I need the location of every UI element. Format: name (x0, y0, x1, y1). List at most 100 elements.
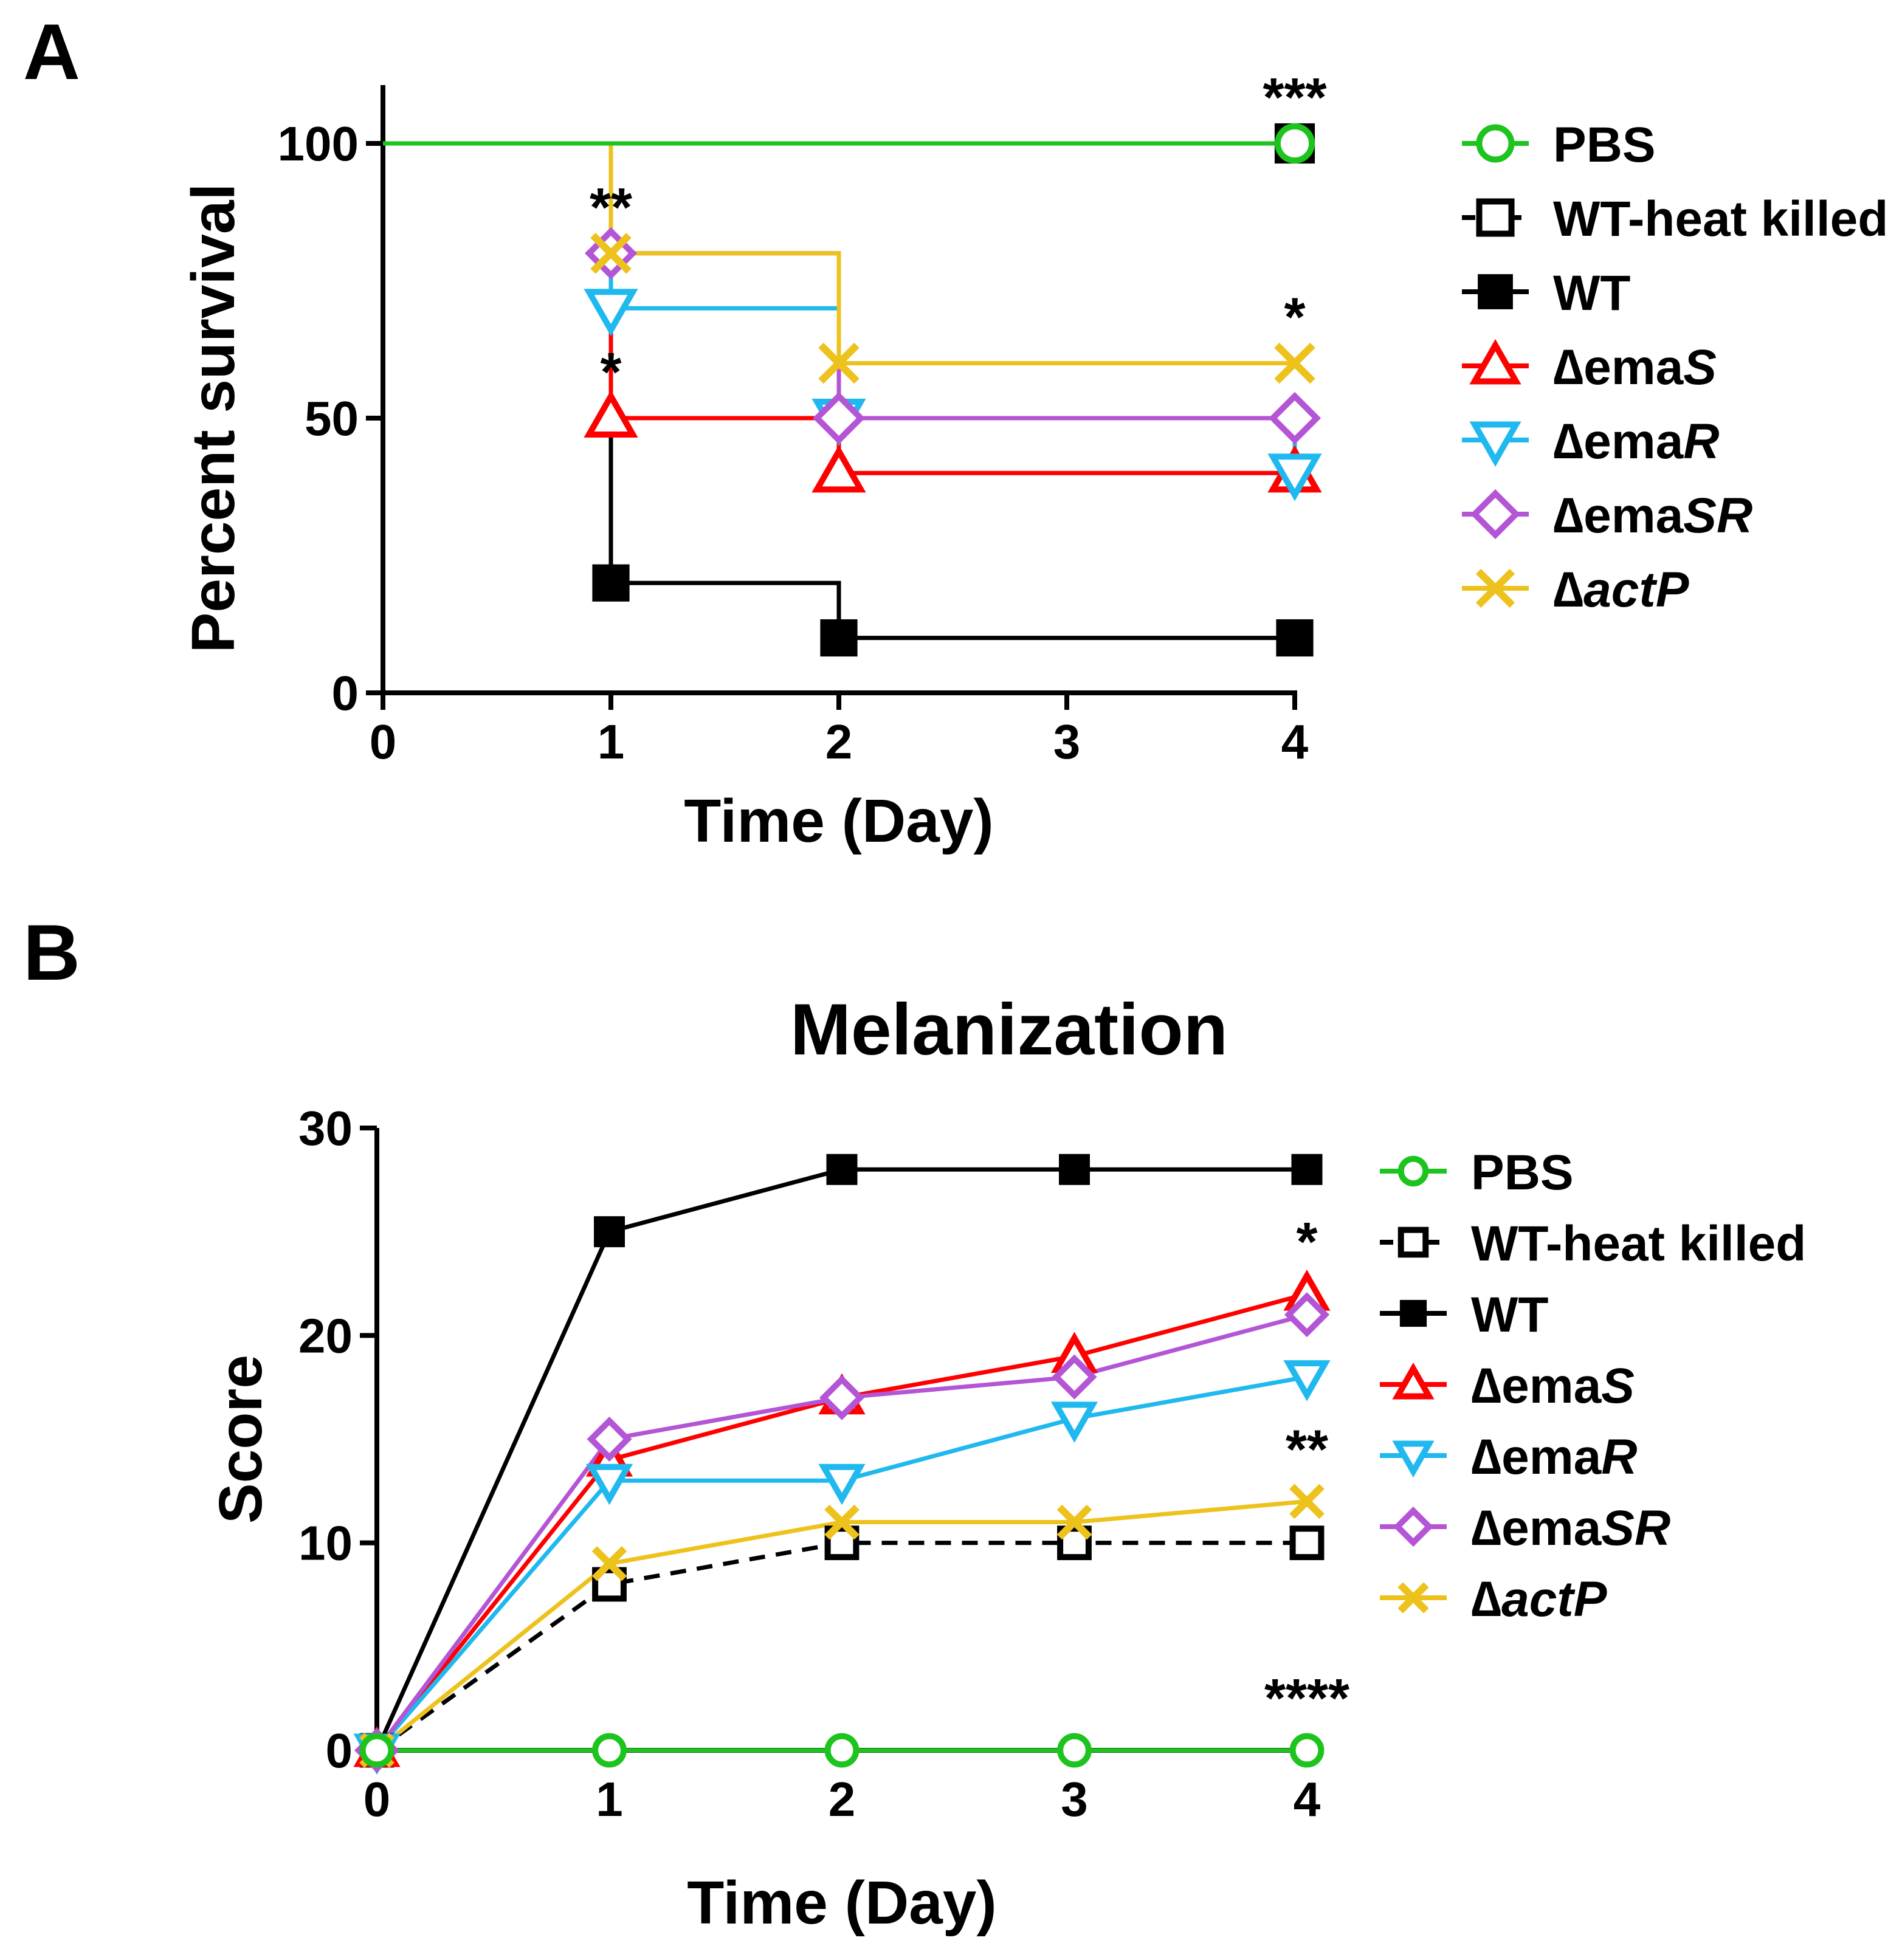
legend-label-prefix: ∆ema (1553, 488, 1684, 543)
series-emasr-marker (819, 1375, 865, 1420)
panel-label-a: A (23, 7, 80, 96)
legend-marker-emasr (1470, 489, 1521, 540)
y-tick-label: 0 (326, 1724, 353, 1778)
significance-annotation: ** (1286, 1419, 1328, 1480)
series-emar-marker (1050, 1401, 1098, 1443)
y-tick-label: 30 (298, 1101, 353, 1155)
series-emasr-marker (1052, 1354, 1097, 1400)
series-wt-marker (826, 1154, 858, 1185)
series-pbs-marker (1274, 123, 1315, 164)
series-pbs-marker (1289, 1733, 1325, 1768)
x-tick-label: 3 (1053, 715, 1081, 769)
series-emar-marker (584, 289, 638, 337)
series-emar-marker (585, 1463, 633, 1505)
x-tick-label: 2 (825, 715, 853, 769)
legend-marker-wt (1478, 274, 1513, 309)
series-wt-marker (820, 619, 858, 657)
legend-label-emasr: ∆emaSR (1471, 1501, 1670, 1556)
legend-label-prefix: ∆ema (1553, 340, 1684, 395)
series-pbs-marker (824, 1733, 860, 1768)
x-tick-label: 4 (1281, 715, 1309, 769)
series-pbs-marker (592, 1733, 627, 1768)
significance-annotation: * (1284, 287, 1305, 348)
x-tick-label: 2 (829, 1772, 856, 1826)
legend-marker-emas (1392, 1362, 1435, 1400)
series-wt-marker (1059, 1154, 1090, 1185)
legend-label-wt: WT (1471, 1287, 1548, 1343)
legend-label-actp: ∆actP (1553, 562, 1689, 617)
series-actp-line (383, 141, 1295, 366)
panel-label-b: B (23, 908, 80, 997)
series-emas-marker (584, 390, 638, 438)
legend-label-emar: ∆emaR (1471, 1429, 1638, 1485)
x-tick-label: 4 (1294, 1772, 1321, 1826)
series-actp-marker (591, 1546, 627, 1581)
series-wt-marker (592, 564, 630, 602)
melanization-chart: Melanization 0 10 20 30 0 1 2 3 4 Time (Day) Score *… (207, 989, 1806, 1937)
series-wt-marker (1291, 1154, 1323, 1185)
x-axis-label: Time (Day) (684, 787, 993, 855)
legend-label-emas: ∆emaS (1553, 340, 1717, 395)
series-wt-line (374, 1167, 1307, 1752)
x-tick-label: 3 (1061, 1772, 1088, 1826)
series-actp-marker (590, 233, 632, 274)
legend-label-wt-heat-killed: WT-heat killed (1471, 1216, 1806, 1271)
chart-title: Melanization (790, 989, 1228, 1070)
legend-label-italic: actP (1501, 1572, 1607, 1627)
y-tick-label: 20 (298, 1308, 353, 1363)
series-emasr-marker (1284, 1292, 1330, 1338)
y-tick-label: 10 (298, 1516, 353, 1570)
significance-annotation: **** (1264, 1668, 1349, 1729)
series-emas-marker (811, 445, 866, 493)
series-pbs-marker (1057, 1733, 1092, 1768)
x-tick-label: 0 (370, 715, 397, 769)
y-axis-label: Score (207, 1355, 275, 1524)
y-tick-label: 100 (278, 117, 359, 171)
legend-marker-actp (1475, 568, 1515, 608)
significance-annotation: * (1296, 1212, 1317, 1273)
legend-marker-emasr (1393, 1506, 1434, 1547)
legend-marker-actp (1397, 1582, 1429, 1614)
series-actp-marker (1289, 1484, 1325, 1519)
x-tick-label: 1 (598, 715, 625, 769)
legend-label-italic: SR (1601, 1501, 1670, 1556)
y-tick-label: 50 (305, 391, 359, 445)
series-actp-marker (1056, 1504, 1092, 1540)
series-actp-marker (1274, 342, 1315, 384)
legend-label-pbs: PBS (1553, 117, 1656, 173)
series-emar-marker (818, 1463, 866, 1505)
legend-label-wt: WT (1553, 266, 1630, 321)
legend-marker-emas (1469, 339, 1521, 385)
significance-annotation: *** (1263, 67, 1326, 128)
series-emar-marker (1283, 1360, 1331, 1401)
legend-marker-wt-heat-killed (1397, 1226, 1429, 1258)
significance-annotation: ** (590, 177, 632, 238)
legend-label-emar: ∆emaR (1553, 414, 1720, 469)
series-wt-marker (594, 1216, 625, 1248)
legend-label-prefix: ∆ema (1471, 1358, 1602, 1414)
y-tick-label: 0 (332, 666, 359, 720)
legend-marker-pbs (1397, 1155, 1429, 1187)
legend-marker-emar (1469, 421, 1521, 467)
y-axis-label: Percent survival (179, 184, 247, 653)
series-emasr-marker (587, 1416, 632, 1462)
significance-annotation: * (600, 342, 621, 403)
series-emasr-marker (812, 391, 866, 445)
legend-label-prefix: ∆ema (1553, 414, 1684, 469)
x-tick-label: 1 (596, 1772, 623, 1826)
legend-marker-emar (1392, 1440, 1435, 1478)
series-emasr-marker (1268, 391, 1321, 445)
legend-label-wt-heat-killed: WT-heat killed (1553, 191, 1888, 247)
legend-label-italic: R (1683, 414, 1719, 469)
legend-label-pbs: PBS (1471, 1145, 1574, 1200)
legend-label-actp: ∆actP (1471, 1572, 1607, 1627)
legend-marker-wt (1399, 1299, 1427, 1327)
series-wt-heat-killed-marker (1289, 1525, 1325, 1561)
legend-label-italic: R (1601, 1429, 1637, 1485)
series-actp-marker (818, 342, 860, 384)
x-tick-label: 0 (364, 1772, 391, 1826)
legend-label-prefix: ∆ema (1471, 1429, 1602, 1485)
legend-label-italic: S (1683, 340, 1717, 395)
